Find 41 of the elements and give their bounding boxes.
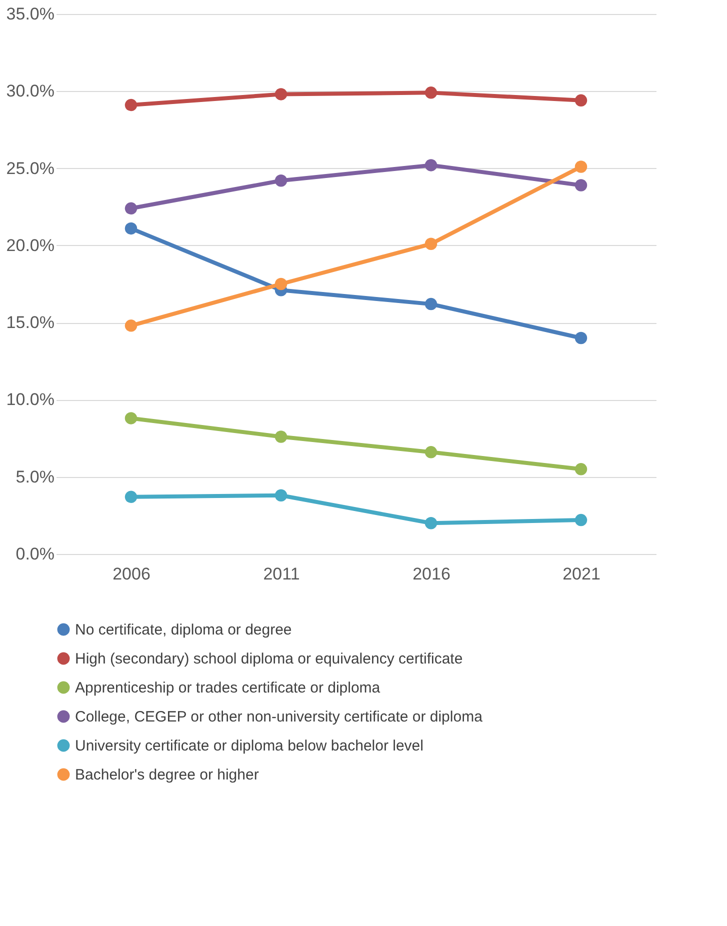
point — [124, 490, 138, 504]
legend-label: No certificate, diploma or degree — [75, 622, 292, 638]
x-tick-label: 2021 — [562, 564, 600, 584]
y-tick-label: 5.0% — [16, 467, 54, 486]
x-tick-label: 2016 — [412, 564, 450, 584]
point — [274, 88, 288, 100]
point — [124, 412, 138, 424]
point — [274, 430, 288, 443]
point — [124, 98, 138, 112]
legend-label: Bachelor's degree or higher — [75, 766, 259, 784]
legend-label: High (secondary) school diploma or equivalency certificate — [75, 650, 463, 668]
point — [574, 160, 588, 173]
x-tick-label: 2011 — [263, 564, 300, 584]
legend-label: University certificate or diploma below bachelor level — [75, 738, 424, 754]
point — [574, 179, 588, 192]
point — [424, 517, 438, 530]
y-tick-label: 30.0% — [6, 82, 54, 101]
x-tick-label: 2006 — [112, 564, 150, 584]
y-tick-label: 15.0% — [6, 313, 54, 332]
y-tick-label: 35.0% — [6, 4, 54, 24]
y-tick-label: 25.0% — [6, 158, 54, 178]
point — [574, 514, 588, 526]
point — [574, 332, 588, 344]
point — [424, 86, 438, 99]
point — [274, 489, 288, 502]
point — [424, 238, 438, 250]
point — [124, 222, 138, 235]
point — [274, 278, 288, 290]
point — [574, 94, 588, 107]
y-tick-label: 20.0% — [6, 236, 54, 255]
legend-label: College, CEGEP or other non-university certificate or diploma — [75, 708, 484, 726]
point — [274, 174, 288, 187]
point — [424, 159, 438, 172]
point — [424, 446, 438, 458]
y-tick-label: 0.0% — [16, 544, 54, 564]
legend-label: Apprenticeship or trades certificate or diploma — [75, 680, 381, 696]
point — [124, 320, 138, 332]
y-tick-label: 10.0% — [6, 390, 54, 410]
point — [124, 202, 138, 215]
point — [424, 298, 438, 310]
point — [574, 463, 588, 476]
